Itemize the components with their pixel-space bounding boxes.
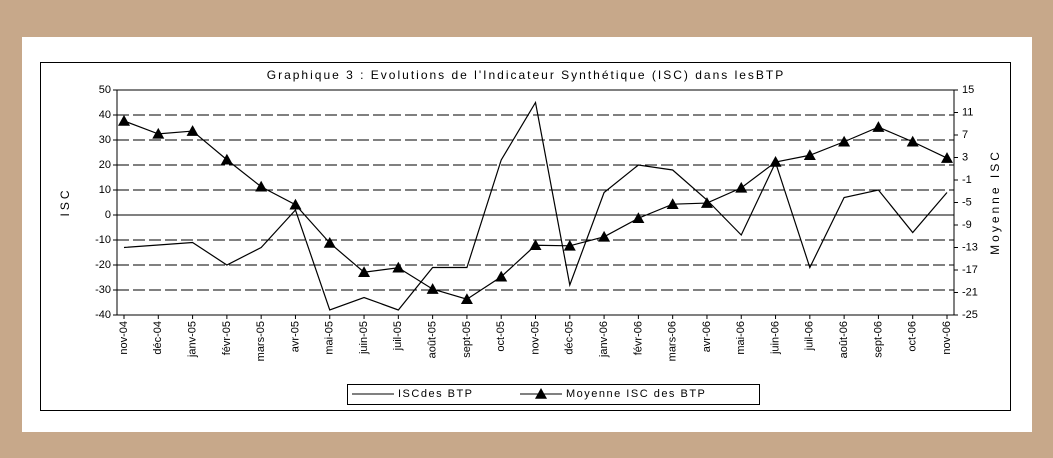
x-tick-label: janv-05 bbox=[186, 321, 198, 358]
y-tick-label: 30 bbox=[99, 134, 111, 146]
panel bbox=[22, 37, 1032, 432]
marker bbox=[803, 149, 816, 161]
series-line bbox=[123, 100, 948, 311]
x-tick-label: avr-05 bbox=[289, 321, 301, 352]
y2-tick-label: -9 bbox=[962, 219, 972, 231]
x-tick-label: oct-05 bbox=[495, 321, 507, 352]
y2-tick-label: 7 bbox=[962, 129, 968, 141]
marker bbox=[186, 125, 199, 136]
legend-label: ISCdes BTP bbox=[398, 388, 474, 400]
x-tick-label: août-05 bbox=[427, 321, 439, 358]
y-tick-label: 10 bbox=[99, 184, 111, 196]
y2-tick-label: 3 bbox=[962, 151, 968, 163]
y2-tick-label: -13 bbox=[962, 241, 978, 253]
marker bbox=[769, 156, 782, 167]
x-tick-label: mai-05 bbox=[324, 321, 336, 355]
y2-tick-label: -1 bbox=[962, 174, 972, 186]
y2-tick-label: -25 bbox=[962, 309, 978, 321]
y2-tick-label: 11 bbox=[962, 106, 973, 118]
marker bbox=[358, 266, 371, 278]
marker bbox=[563, 239, 576, 251]
marker bbox=[255, 180, 268, 192]
marker bbox=[220, 153, 233, 165]
x-tick-label: févr-05 bbox=[221, 321, 233, 355]
x-tick-label: juin-06 bbox=[769, 321, 781, 355]
marker bbox=[666, 198, 679, 209]
marker bbox=[529, 239, 542, 251]
x-tick-label: avr-06 bbox=[701, 321, 713, 352]
x-tick-label: juil-05 bbox=[392, 321, 404, 351]
x-tick-label: juin-05 bbox=[358, 321, 370, 355]
marker bbox=[598, 230, 611, 242]
x-tick-label: sept-05 bbox=[461, 321, 473, 358]
marker bbox=[426, 283, 439, 294]
chart-title: Graphique 3 : Evolutions de l'Indicateur… bbox=[267, 68, 786, 82]
marker bbox=[735, 181, 748, 193]
y2-tick-label: 15 bbox=[962, 84, 974, 96]
marker bbox=[941, 152, 953, 163]
marker bbox=[700, 197, 713, 208]
x-tick-label: mars-06 bbox=[667, 321, 679, 361]
marker bbox=[906, 135, 919, 147]
marker bbox=[495, 270, 508, 282]
x-tick-label: janv-06 bbox=[598, 321, 610, 358]
y-tick-label: 40 bbox=[99, 109, 111, 121]
chart-frame bbox=[40, 62, 1011, 411]
y-tick-label: 50 bbox=[99, 84, 111, 96]
marker bbox=[152, 127, 165, 139]
marker bbox=[460, 293, 473, 305]
x-tick-label: juil-06 bbox=[804, 321, 816, 351]
x-tick-label: oct-06 bbox=[907, 321, 919, 352]
x-tick-label: nov-04 bbox=[118, 321, 130, 355]
y2-tick-label: -5 bbox=[962, 196, 972, 208]
x-tick-label: nov-05 bbox=[529, 321, 541, 355]
y-tick-label: -30 bbox=[95, 284, 111, 296]
y2-tick-label: -17 bbox=[962, 264, 978, 276]
marker bbox=[838, 135, 851, 147]
y-axis-label: ISC bbox=[58, 187, 72, 216]
x-tick-label: févr-06 bbox=[632, 321, 644, 355]
marker bbox=[323, 237, 336, 248]
x-tick-label: déc-05 bbox=[564, 321, 576, 355]
marker bbox=[632, 212, 645, 224]
marker bbox=[118, 114, 130, 126]
legend-marker bbox=[535, 388, 547, 399]
y-tick-label: -40 bbox=[95, 309, 111, 321]
y-tick-label: -10 bbox=[95, 234, 111, 246]
x-tick-label: mars-05 bbox=[255, 321, 267, 361]
marker bbox=[872, 121, 885, 132]
x-tick-label: août-06 bbox=[838, 321, 850, 358]
y2-tick-label: -21 bbox=[962, 286, 978, 298]
y-tick-label: 0 bbox=[105, 209, 111, 221]
y2-axis-label: Moyenne ISC bbox=[988, 149, 1002, 255]
x-tick-label: nov-06 bbox=[941, 321, 953, 355]
y-tick-label: 20 bbox=[99, 159, 111, 171]
marker bbox=[289, 198, 302, 210]
x-tick-label: déc-04 bbox=[152, 321, 164, 355]
x-tick-label: mai-06 bbox=[735, 321, 747, 355]
legend-label: Moyenne ISC des BTP bbox=[566, 388, 706, 400]
x-tick-label: sept-06 bbox=[872, 321, 884, 358]
y-tick-label: -20 bbox=[95, 259, 111, 271]
marker bbox=[392, 261, 405, 273]
